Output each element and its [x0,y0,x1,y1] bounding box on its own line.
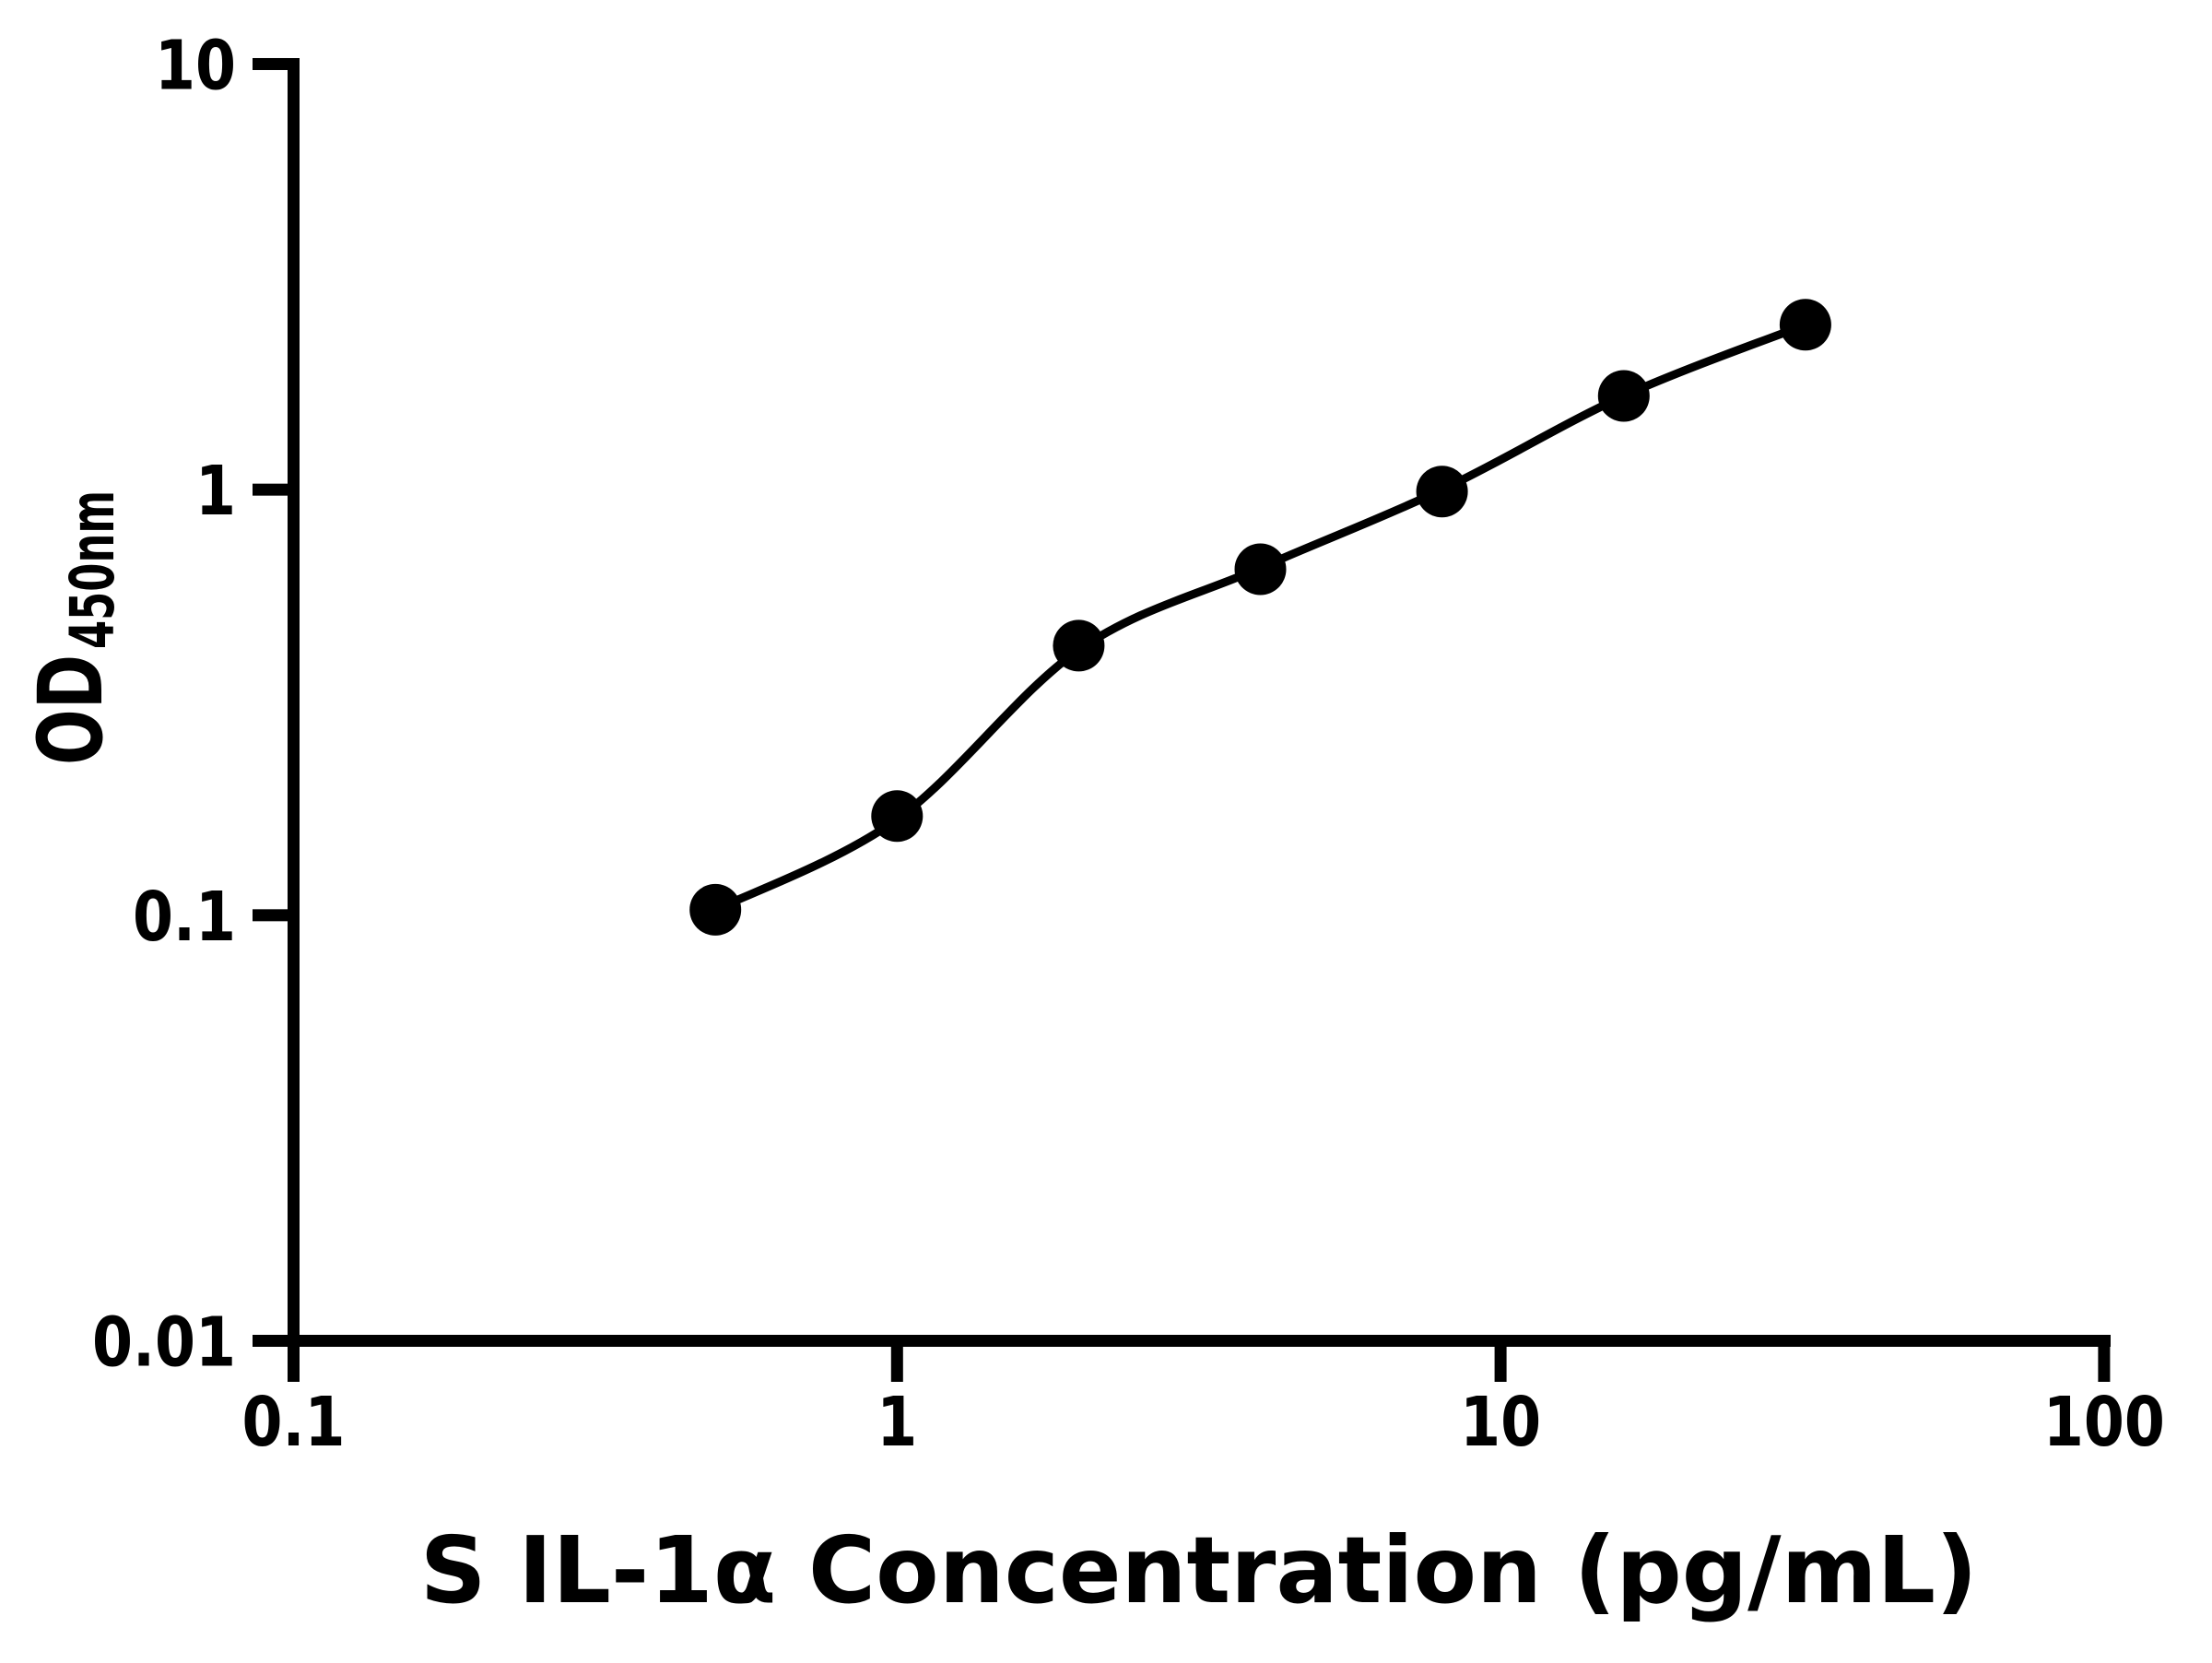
y-tick [253,1335,288,1347]
x-tick [2098,1347,2111,1382]
y-tick-label: 0.1 [133,878,236,957]
x-tick-label: 0.1 [242,1383,346,1462]
data-point [1234,543,1287,596]
y-tick-label: 0.01 [92,1303,236,1383]
x-axis-title: S IL-1α Concentration (pg/mL) [420,1516,1978,1624]
data-point [871,790,924,843]
x-tick-label: 100 [2043,1383,2165,1462]
y-tick-label: 1 [195,452,236,531]
data-point [689,883,742,936]
x-tick-label: 10 [1460,1383,1541,1462]
x-tick-label: 1 [877,1383,917,1462]
y-tick [253,57,288,70]
x-tick [288,1347,300,1382]
y-tick [253,909,288,922]
y-axis-title-subscript: 450nm [57,490,128,649]
y-tick-label: 10 [155,26,236,105]
x-tick [1494,1347,1507,1382]
data-point [1416,466,1468,518]
data-point [1053,619,1105,672]
y-axis-title-main: OD [19,655,123,765]
data-point [1597,370,1650,422]
y-axis-line [288,58,300,1347]
data-point [1779,299,1831,351]
x-axis-line [288,1335,2111,1347]
x-tick [890,1347,903,1382]
y-tick [253,483,288,496]
